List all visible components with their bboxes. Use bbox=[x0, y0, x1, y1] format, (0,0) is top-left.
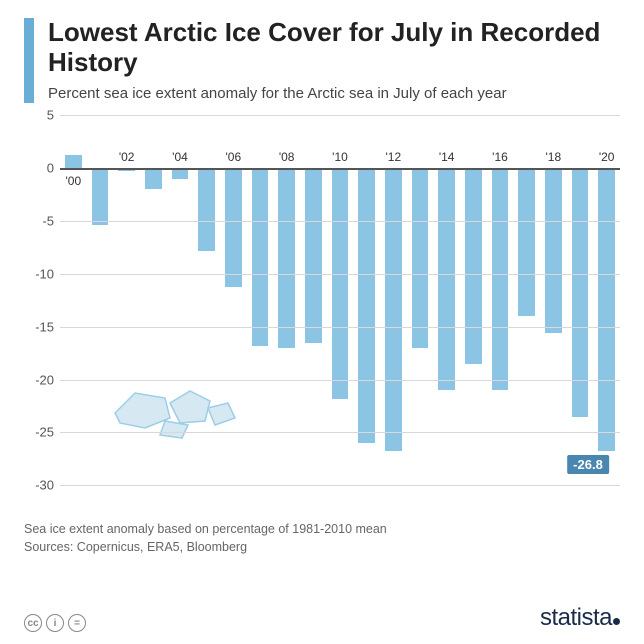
x-tick-label: '04 bbox=[172, 150, 188, 164]
x-tick-label: '06 bbox=[226, 150, 242, 164]
bar bbox=[412, 168, 429, 348]
x-tick-label: '02 bbox=[119, 150, 135, 164]
bar bbox=[438, 168, 455, 390]
cc-by-icon: i bbox=[46, 614, 64, 632]
title-block: Lowest Arctic Ice Cover for July in Reco… bbox=[48, 18, 620, 103]
chart: 50-5-10-15-20-25-30 '00'02'04'06'08'10'1… bbox=[24, 115, 620, 515]
y-tick-label: 0 bbox=[47, 161, 54, 176]
brand-dot-icon bbox=[613, 618, 620, 625]
bar bbox=[465, 168, 482, 364]
bar bbox=[225, 168, 242, 286]
x-tick-label: '10 bbox=[332, 150, 348, 164]
bar bbox=[198, 168, 215, 250]
zero-line bbox=[60, 168, 620, 170]
bar bbox=[598, 168, 615, 451]
plot-area: '00 '02 '04 '06 '08 '10 '12 '14 '16 '18 '20 -26.8 bbox=[60, 115, 620, 485]
x-tick-label: '08 bbox=[279, 150, 295, 164]
bar bbox=[145, 168, 162, 189]
chart-title: Lowest Arctic Ice Cover for July in Reco… bbox=[48, 18, 620, 78]
bar bbox=[278, 168, 295, 348]
bar bbox=[545, 168, 562, 333]
x-tick-label: '18 bbox=[546, 150, 562, 164]
statista-logo: statista bbox=[540, 604, 620, 632]
gridline bbox=[60, 380, 620, 381]
bar bbox=[332, 168, 349, 398]
x-tick-label: '12 bbox=[386, 150, 402, 164]
gridline bbox=[60, 327, 620, 328]
y-tick-label: 5 bbox=[47, 108, 54, 123]
bar bbox=[518, 168, 535, 316]
x-tick-label: '00 bbox=[66, 174, 82, 188]
gridline bbox=[60, 432, 620, 433]
header: Lowest Arctic Ice Cover for July in Reco… bbox=[24, 18, 620, 103]
footnote-line2: Sources: Copernicus, ERA5, Bloomberg bbox=[24, 539, 620, 557]
bar bbox=[385, 168, 402, 451]
gridline bbox=[60, 115, 620, 116]
gridline bbox=[60, 221, 620, 222]
x-tick-label: '14 bbox=[439, 150, 455, 164]
accent-bar bbox=[24, 18, 34, 103]
y-tick-label: -15 bbox=[35, 319, 54, 334]
bar bbox=[92, 168, 109, 225]
x-tick-label: '20 bbox=[599, 150, 615, 164]
footnote: Sea ice extent anomaly based on percenta… bbox=[24, 521, 620, 556]
gridline bbox=[60, 485, 620, 486]
gridline bbox=[60, 274, 620, 275]
bar bbox=[358, 168, 375, 443]
y-tick-label: -10 bbox=[35, 266, 54, 281]
bar bbox=[65, 155, 82, 168]
bar bbox=[492, 168, 509, 390]
footnote-line1: Sea ice extent anomaly based on percenta… bbox=[24, 521, 620, 539]
y-tick-label: -20 bbox=[35, 372, 54, 387]
footer: cc i = statista bbox=[24, 604, 620, 632]
y-tick-label: -25 bbox=[35, 425, 54, 440]
brand-text: statista bbox=[540, 604, 612, 631]
y-axis: 50-5-10-15-20-25-30 bbox=[24, 115, 60, 485]
y-tick-label: -30 bbox=[35, 478, 54, 493]
y-tick-label: -5 bbox=[42, 213, 54, 228]
cc-icon: cc bbox=[24, 614, 42, 632]
cc-license-icons: cc i = bbox=[24, 614, 86, 632]
bar bbox=[305, 168, 322, 342]
x-tick-label: '16 bbox=[492, 150, 508, 164]
bar bbox=[252, 168, 269, 346]
cc-nd-icon: = bbox=[68, 614, 86, 632]
chart-subtitle: Percent sea ice extent anomaly for the A… bbox=[48, 84, 620, 104]
highlight-label: -26.8 bbox=[567, 455, 609, 474]
